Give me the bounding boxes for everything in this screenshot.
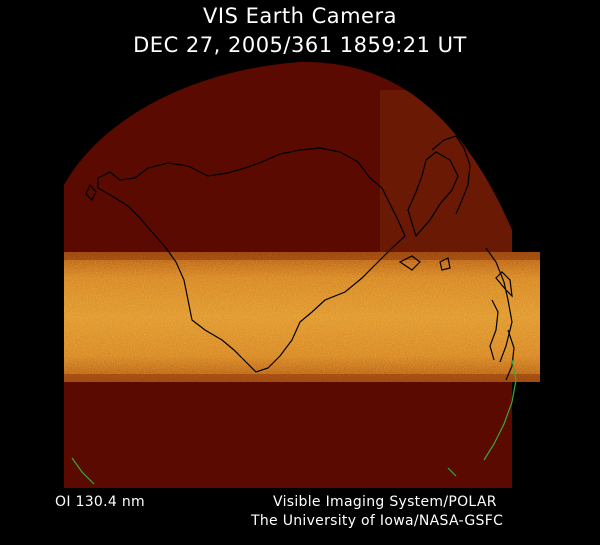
coastline-edge-green [71, 359, 517, 485]
credit-line-1: Visible Imaging System/POLAR [273, 494, 497, 510]
credit-line-2: The University of Iowa/NASA-GSFC [251, 513, 504, 529]
timestamp: DEC 27, 2005/361 1859:21 UT [133, 33, 467, 57]
camera-title: VIS Earth Camera [203, 4, 397, 28]
auroral-band [64, 252, 540, 382]
coastline-outline [85, 135, 515, 381]
wavelength-label: OI 130.4 nm [55, 494, 145, 510]
